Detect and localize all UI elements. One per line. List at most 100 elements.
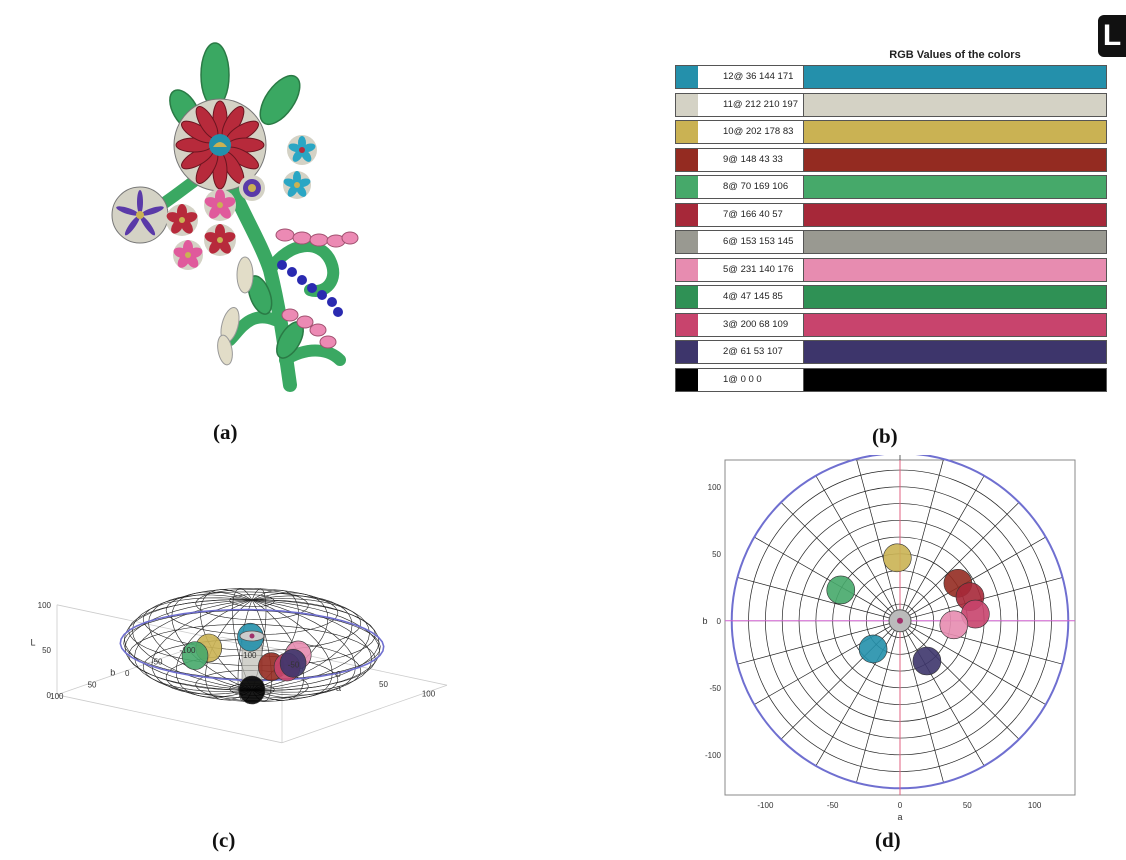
x-tick-label: -100 [757, 801, 774, 810]
grid-spoke [815, 620, 901, 767]
data-point [181, 641, 209, 670]
palette-swatch [676, 121, 699, 143]
y-tick-label: 50 [88, 681, 97, 690]
data-point [279, 648, 307, 678]
palette-label: 8@ 70 169 106 [698, 176, 804, 198]
grid-spoke [856, 620, 901, 783]
z-tick-label: 0 [47, 691, 52, 700]
caption-b: (b) [872, 424, 898, 448]
palette-row: 12@ 36 144 171 [675, 65, 1107, 89]
palette-swatch [676, 203, 699, 226]
equator-ring [119, 608, 385, 682]
caption-c: (c) [212, 828, 236, 852]
longitude-line [132, 597, 253, 691]
latitude-ring [195, 589, 309, 621]
palette-row: 6@ 153 153 145 [675, 230, 1107, 254]
palette-swatch [676, 231, 699, 253]
longitude-line [205, 599, 253, 701]
palette-label: 5@ 231 140 176 [698, 258, 804, 281]
y-tick-label: 50 [712, 550, 721, 559]
palette-bar [804, 121, 1106, 143]
palette-label: 11@ 212 210 197 [698, 93, 804, 116]
palette-swatch [676, 313, 699, 336]
panel-c-3d-lab-sphere: 0 50 100 L -100 -50 0 50 100 a -100 -50 0 50 100 b [20, 455, 460, 830]
palette-bar [804, 313, 1106, 336]
palette-swatch [676, 93, 699, 116]
palette-bar [804, 176, 1106, 198]
palette-row: 5@ 231 140 176 [675, 257, 1107, 282]
longitude-line [251, 599, 380, 691]
grid-spoke [899, 536, 1046, 622]
data-point-center [897, 617, 903, 624]
data-point [238, 675, 266, 705]
palette-bar [804, 286, 1106, 308]
grid-spoke [899, 502, 1020, 622]
palette-row: 9@ 148 43 33 [675, 147, 1107, 172]
longitude-line [148, 594, 253, 691]
palette-label: 2@ 61 53 107 [698, 341, 804, 363]
longitude-line [175, 599, 253, 698]
palette-bar [804, 148, 1106, 171]
palette-swatch [676, 258, 699, 281]
palette-swatch [676, 341, 699, 363]
palette-bar [804, 93, 1106, 116]
y-tick-label: 100 [50, 692, 64, 701]
palette-swatch [676, 176, 699, 198]
y-tick-label: 100 [708, 483, 722, 492]
x-tick-label: 50 [963, 801, 972, 810]
y-tick-label: -100 [705, 751, 722, 760]
x-tick-label: 100 [422, 689, 436, 698]
palette-label: 1@ 0 0 0 [698, 368, 804, 391]
palette-bar [804, 203, 1106, 226]
x-tick-label: 0 [336, 670, 341, 679]
grid-spoke [899, 620, 985, 767]
palette-swatch [676, 286, 699, 308]
palette-row: 4@ 47 145 85 [675, 285, 1107, 309]
palette-row: 2@ 61 53 107 [675, 340, 1107, 364]
grid-spoke [737, 577, 901, 622]
palette-bar [804, 231, 1106, 253]
data-point [826, 575, 856, 605]
y-tick-label: 0 [717, 617, 722, 626]
grid-spoke [899, 620, 1063, 665]
palette-bar [804, 341, 1106, 363]
palette-label: 4@ 47 145 85 [698, 286, 804, 308]
palette-row: 8@ 70 169 106 [675, 175, 1107, 199]
data-point [912, 646, 942, 676]
longitude-line [151, 599, 253, 695]
box-edge [56, 694, 283, 744]
palette-swatch [676, 368, 699, 391]
longitude-line [251, 599, 380, 691]
sphere-wireframe [123, 588, 381, 702]
longitude-line [124, 599, 253, 691]
grid-spoke [899, 458, 944, 621]
y-axis-label: b [110, 667, 115, 677]
y-tick-label: 0 [125, 669, 130, 678]
panel-b-rgb-palette: RGB Values of the colors 12@ 36 144 171 1… [650, 45, 1115, 415]
caption-d: (d) [875, 828, 901, 852]
palette-label: 3@ 200 68 109 [698, 313, 804, 336]
longitude-line [199, 589, 253, 691]
palette-title: RGB Values of the colors [889, 49, 1021, 61]
z-tick-label: 50 [42, 646, 51, 655]
x-tick-label: -50 [288, 661, 300, 670]
palette-row: 1@ 0 0 0 [675, 367, 1107, 392]
embroidery-illustration [111, 42, 359, 392]
palette-swatch [676, 148, 699, 171]
grid-spoke [780, 502, 901, 622]
palette-label: 9@ 148 43 33 [698, 148, 804, 171]
x-tick-label: 50 [379, 680, 388, 689]
data-point [883, 543, 912, 573]
grid-spoke [899, 620, 944, 783]
caption-a: (a) [213, 420, 238, 444]
longitude-line [251, 595, 353, 691]
longitude-line [251, 599, 356, 696]
palette-row: 11@ 212 210 197 [675, 92, 1107, 117]
corner-tag: L [1098, 15, 1126, 57]
palette-label: 7@ 166 40 57 [698, 203, 804, 226]
grid-spoke [737, 620, 901, 665]
grid-spoke [856, 458, 901, 621]
palette-row: 3@ 200 68 109 [675, 312, 1107, 337]
longitude-line [124, 599, 253, 691]
panel-d-ab-plane: -100 -50 0 50 100 100 50 0 -50 -100 a b [690, 452, 1090, 825]
